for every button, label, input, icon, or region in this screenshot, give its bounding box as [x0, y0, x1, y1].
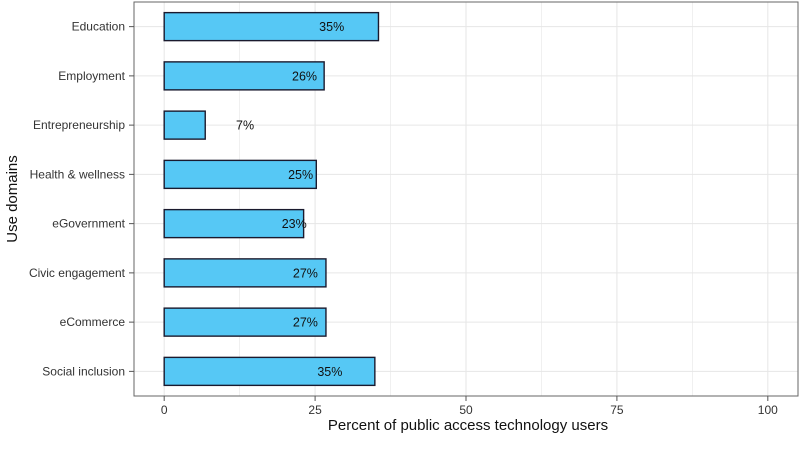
bar-entrepreneurship [163, 110, 206, 140]
x-tick-label: 50 [459, 403, 473, 417]
bar-value-labels: 35% 26% 7% 25% 23% 27% 27% 35% [236, 20, 344, 379]
bars [163, 11, 380, 387]
x-axis-title: Percent of public access technology user… [328, 417, 608, 434]
bar-value-label: 7% [236, 119, 254, 133]
y-axis: Education Employment Entrepreneurship Healt… [29, 20, 134, 378]
bar-civic-engagement [163, 258, 327, 288]
y-tick-label: Entrepreneurship [33, 118, 125, 132]
bar-ecommerce [163, 307, 327, 337]
y-tick-label: Education [72, 20, 125, 34]
grid-lines [134, 2, 798, 396]
bar-value-label: 27% [293, 266, 318, 280]
x-axis: 0 25 50 75 100 [161, 396, 778, 417]
x-tick-label: 75 [610, 403, 624, 417]
bar-value-label: 27% [293, 316, 318, 330]
bar-value-label: 23% [282, 217, 307, 231]
y-tick-label: Social inclusion [42, 364, 125, 378]
y-tick-label: eCommerce [60, 315, 126, 329]
bar-education [163, 11, 380, 42]
y-axis-title: Use domains [4, 155, 21, 243]
y-tick-label: Employment [58, 69, 125, 83]
bar-health-wellness [163, 159, 317, 190]
bar-social-inclusion [163, 356, 376, 387]
y-tick-label: Civic engagement [29, 266, 126, 280]
bar-value-label: 25% [288, 168, 313, 182]
bar-egovernment [163, 208, 305, 239]
x-tick-label: 100 [758, 403, 778, 417]
bar-value-label: 35% [317, 365, 342, 379]
y-tick-label: Health & wellness [30, 167, 125, 181]
x-tick-label: 25 [308, 403, 322, 417]
bar-value-label: 35% [319, 20, 344, 34]
bar-value-label: 26% [292, 69, 317, 83]
y-tick-label: eGovernment [52, 217, 125, 231]
x-tick-label: 0 [161, 403, 168, 417]
bar-employment [163, 61, 325, 91]
